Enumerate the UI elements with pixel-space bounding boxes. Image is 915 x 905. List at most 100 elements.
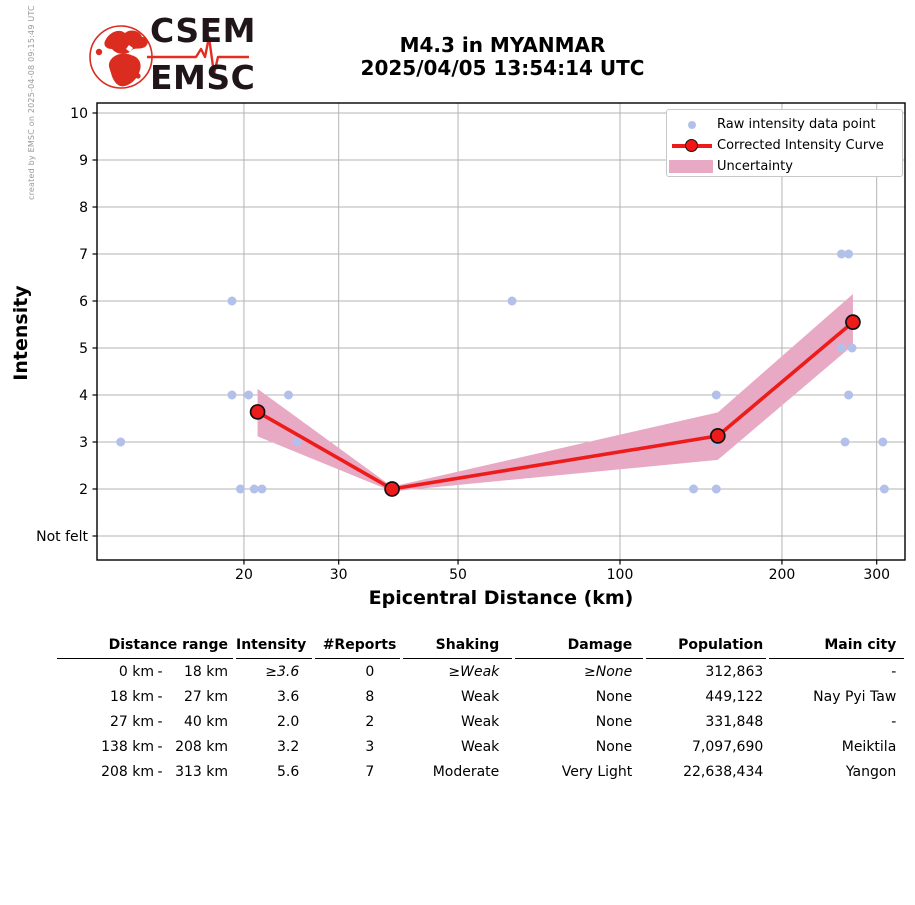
- x-axis-label: Epicentral Distance (km): [368, 587, 634, 609]
- uncertainty-band: [257, 293, 853, 492]
- y-tick-label: 2: [79, 482, 88, 498]
- legend-item-raw: Raw intensity data point: [667, 114, 902, 135]
- shaking-cell: Weak: [460, 713, 500, 730]
- x-tick-label: 30: [330, 567, 348, 583]
- reports-cell: 2: [365, 713, 375, 730]
- curve-marker: [249, 404, 266, 420]
- intensity-cell: 2.0: [277, 713, 300, 730]
- raw-intensity-point: [244, 390, 254, 400]
- legend-label-uncertainty: Uncertainty: [717, 159, 793, 174]
- shaking-cell: ≥Weak: [448, 663, 500, 680]
- legend-label-curve: Corrected Intensity Curve: [717, 138, 884, 153]
- shaking-cell: Moderate: [432, 763, 500, 780]
- raw-intensity-point: [257, 484, 267, 494]
- table-row: 208 km -313 km 5.6 7 Moderate Very Light …: [57, 759, 904, 784]
- legend-item-uncertainty: Uncertainty: [667, 156, 902, 177]
- main-city-cell: Nay Pyi Taw: [813, 688, 897, 705]
- curve-marker: [845, 314, 861, 330]
- damage-cell: None: [595, 688, 633, 705]
- x-tick-label: 20: [235, 567, 253, 583]
- raw-intensity-point: [844, 249, 854, 259]
- raw-intensity-point: [711, 484, 721, 494]
- raw-intensity-point: [292, 437, 302, 447]
- emsc-globe-logo: [89, 25, 249, 89]
- damage-cell: None: [595, 713, 633, 730]
- population-cell: 22,638,434: [683, 763, 764, 780]
- main-city-cell: Yangon: [845, 763, 897, 780]
- chart-legend: Raw intensity data point Corrected Inten…: [666, 109, 903, 177]
- raw-intensity-point: [227, 296, 237, 306]
- corrected-intensity-curve: [256, 320, 855, 491]
- raw-intensity-point: [227, 390, 237, 400]
- distance-range-cell: 27 km -40 km: [109, 713, 228, 730]
- table-header-row: Distance range Intensity #Reports Shakin…: [57, 637, 905, 659]
- y-tick-label: 10: [70, 106, 88, 122]
- main-city-cell: -: [891, 713, 897, 730]
- y-tick-label: 3: [79, 435, 88, 451]
- x-tick-label: 300: [863, 567, 890, 583]
- header-shaking: Shaking: [403, 637, 513, 659]
- page-title: M4.3 in MYANMAR 2025/04/05 13:54:14 UTC: [200, 34, 805, 80]
- reports-cell: 0: [365, 663, 375, 680]
- main-city-cell: Meiktila: [841, 738, 897, 755]
- raw-intensity-point: [840, 437, 850, 447]
- distance-range-cell: 18 km -27 km: [109, 688, 228, 705]
- damage-cell: Very Light: [561, 763, 633, 780]
- raw-intensity-point: [879, 484, 889, 494]
- logo-text-csem: CSEM: [150, 11, 256, 50]
- population-cell: 312,863: [705, 663, 764, 680]
- table-row: 18 km -27 km 3.6 8 Weak None 449,122 Nay …: [57, 684, 904, 709]
- y-axis-label: Intensity: [10, 285, 32, 381]
- intensity-report-table: Distance range Intensity #Reports Shakin…: [54, 637, 907, 784]
- raw-intensity-point: [283, 390, 293, 400]
- intensity-cell: 5.6: [277, 763, 300, 780]
- raw-intensity-point: [689, 484, 699, 494]
- x-tick-label: 50: [449, 567, 467, 583]
- distance-range-cell: 138 km -208 km: [101, 738, 228, 755]
- intensity-cell: 3.2: [277, 738, 300, 755]
- intensity-cell: 3.6: [277, 688, 300, 705]
- globe-icon: [89, 25, 153, 89]
- raw-intensity-point: [249, 484, 259, 494]
- x-tick-label: 200: [769, 567, 796, 583]
- event-title: M4.3 in MYANMAR: [399, 33, 606, 57]
- y-tick-label: 5: [79, 341, 88, 357]
- distance-range-cell: 0 km -18 km: [118, 663, 228, 680]
- raw-intensity-point: [878, 437, 888, 447]
- population-cell: 449,122: [705, 688, 764, 705]
- x-tick-label: 100: [607, 567, 634, 583]
- plot-frame: [96, 102, 906, 561]
- y-tick-label: 4: [79, 388, 88, 404]
- uncertainty-band-icon: [669, 160, 713, 173]
- raw-intensity-point: [844, 390, 854, 400]
- raw-intensity-point: [235, 484, 245, 494]
- distance-range-cell: 208 km -313 km: [101, 763, 228, 780]
- shaking-cell: Weak: [460, 738, 500, 755]
- table-row: 138 km -208 km 3.2 3 Weak None 7,097,690 …: [57, 734, 904, 759]
- raw-intensity-point: [507, 296, 517, 306]
- y-tick-label: 7: [79, 247, 88, 263]
- population-cell: 7,097,690: [692, 738, 764, 755]
- curve-marker: [709, 428, 726, 444]
- header-intensity: Intensity: [236, 637, 313, 659]
- reports-cell: 8: [365, 688, 375, 705]
- main-city-cell: -: [891, 663, 897, 680]
- curve-marker: [384, 481, 400, 497]
- population-cell: 331,848: [705, 713, 764, 730]
- shaking-cell: Weak: [460, 688, 500, 705]
- raw-intensity-point: [711, 390, 721, 400]
- reports-cell: 7: [365, 763, 375, 780]
- y-tick-label: 9: [79, 153, 88, 169]
- raw-intensity-point: [836, 249, 846, 259]
- logo-text-emsc: EMSC: [150, 58, 256, 97]
- raw-point-icon: [688, 120, 696, 129]
- event-datetime: 2025/04/05 13:54:14 UTC: [360, 56, 645, 80]
- raw-intensity-point: [116, 437, 126, 447]
- y-tick-label: Not felt: [36, 529, 88, 545]
- seismogram-trace-icon: [147, 35, 249, 76]
- damage-cell: ≥None: [584, 663, 633, 680]
- legend-label-raw: Raw intensity data point: [717, 117, 876, 132]
- raw-intensity-point: [847, 343, 857, 353]
